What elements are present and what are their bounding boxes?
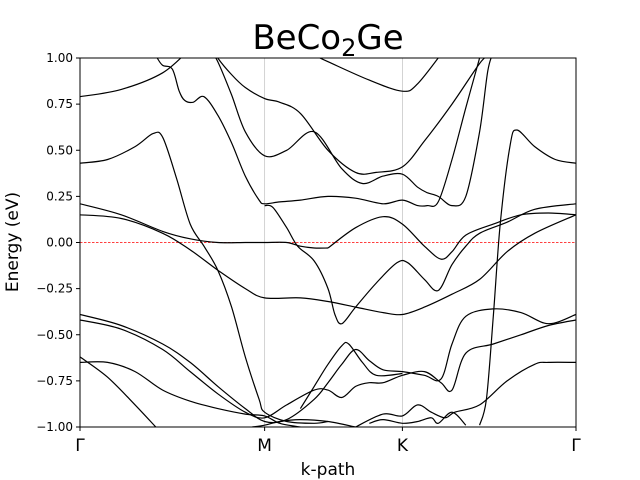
band-lines (80, 58, 576, 427)
x-tick-label: K (397, 436, 409, 456)
band-line (80, 214, 576, 316)
y-axis-ticks: −1.00 −0.75 −0.50 −0.25 0.00 0.25 0.50 0.75 1.00 (36, 51, 80, 434)
band-line (156, 58, 481, 208)
band-line (264, 203, 576, 325)
x-tick-label: Γ (571, 436, 581, 456)
band-line (369, 411, 467, 426)
y-tick-label: −0.75 (36, 374, 73, 388)
x-axis-label: k-path (301, 460, 356, 480)
band-line (215, 58, 492, 207)
band-line (252, 418, 356, 427)
band-line (299, 341, 403, 409)
band-line (80, 131, 329, 424)
y-tick-label: 1.00 (46, 51, 73, 65)
y-tick-label: 0.75 (46, 97, 73, 111)
y-tick-label: 0.00 (46, 236, 73, 250)
x-tick-label: Γ (75, 436, 85, 456)
band-line (80, 308, 576, 424)
chart-title: BeCo2Ge (252, 18, 403, 62)
chart-title-suffix: Ge (356, 18, 403, 58)
x-tick-label: M (257, 436, 272, 456)
band-line (355, 361, 576, 427)
chart-title-main: BeCo (252, 18, 341, 58)
band-line (479, 129, 576, 426)
y-tick-label: −0.50 (36, 328, 73, 342)
band-line (80, 319, 576, 419)
band-line (327, 212, 576, 260)
band-line (318, 58, 439, 92)
y-tick-label: −0.25 (36, 282, 73, 296)
y-tick-label: 0.25 (46, 189, 73, 203)
band-line (80, 203, 329, 249)
band-line (80, 58, 182, 98)
band-line (217, 58, 486, 175)
y-tick-label: −1.00 (36, 420, 73, 434)
chart-title-subscript: 2 (341, 34, 356, 62)
band-line (80, 361, 301, 427)
y-axis-label: Energy (eV) (3, 192, 23, 292)
y-tick-label: 0.50 (46, 143, 73, 157)
band-line (80, 356, 157, 427)
